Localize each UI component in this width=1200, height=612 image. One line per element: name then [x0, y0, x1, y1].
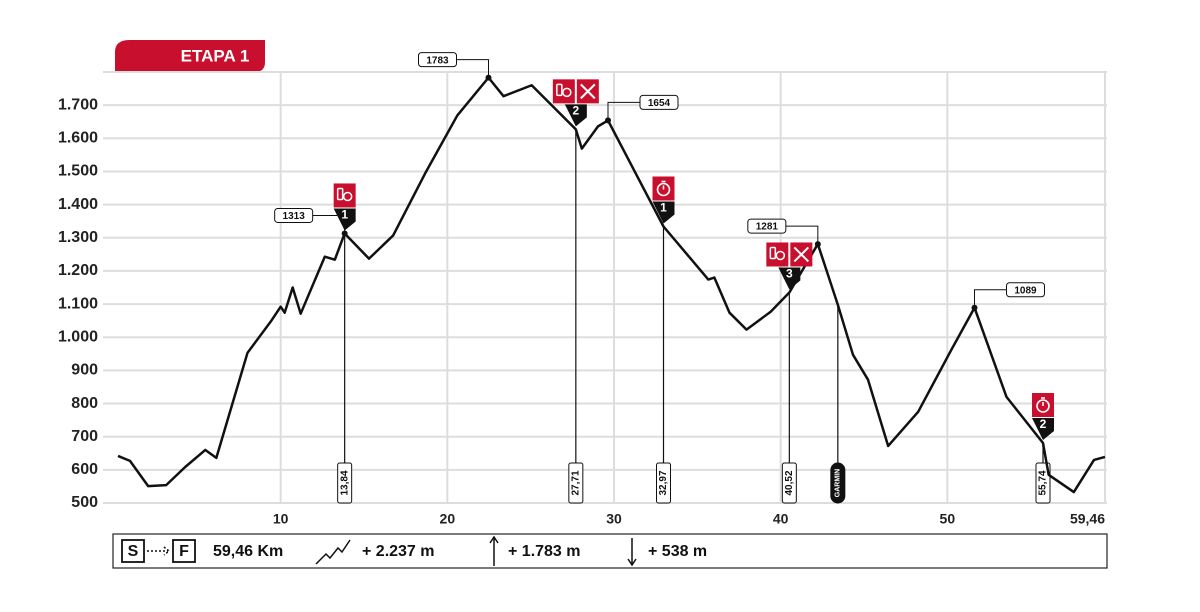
x-tick-label: 20	[440, 511, 456, 527]
y-tick-label: 1.400	[58, 196, 98, 213]
apple	[342, 191, 353, 202]
icon-bg	[766, 242, 789, 267]
timer	[1036, 399, 1050, 413]
station-pointer	[564, 104, 587, 127]
peak-box	[418, 52, 457, 68]
station-icon-timer	[1032, 392, 1054, 417]
station-icon-tools	[576, 79, 599, 104]
km-marker-label: 27,71	[570, 470, 581, 495]
station-number: 2	[1040, 417, 1047, 431]
peak-label: 1654	[648, 98, 671, 109]
bottle	[336, 187, 344, 201]
station-number: 1	[341, 208, 348, 222]
km-marker-box	[830, 462, 846, 504]
peak-leader	[974, 289, 1007, 308]
station-pointer	[333, 208, 356, 231]
station-icon-feed	[552, 79, 575, 104]
km-marker-label: 13,84	[339, 470, 350, 495]
timer-hand	[661, 180, 666, 190]
station-pointer	[652, 201, 675, 224]
gain: + 2.237 m	[362, 543, 435, 560]
elevation-line	[117, 76, 1106, 494]
up-icon	[489, 535, 499, 566]
x-tick-label: 30	[606, 511, 622, 527]
min-elevation: + 538 m	[648, 543, 707, 560]
x-tick-label: 50	[940, 511, 956, 527]
station-icon-feed	[766, 242, 789, 267]
station-number: 3	[786, 267, 793, 281]
peak-leader	[456, 59, 489, 78]
y-tick-label: 1.300	[58, 229, 98, 246]
plot: 500 600 700 800 900 1.000 1.100 1.200 1.300 1.400…	[58, 52, 1107, 527]
max-elevation: + 1.783 m	[508, 543, 581, 560]
down-icon	[627, 538, 637, 567]
tools	[580, 83, 596, 100]
timer	[656, 182, 671, 197]
km-marker-box	[337, 462, 353, 504]
y-tick-label: 500	[71, 494, 98, 511]
bottle	[556, 83, 563, 97]
start-box	[121, 539, 145, 563]
station-number: 1	[660, 201, 667, 215]
apple	[562, 87, 572, 98]
km-marker-box	[1035, 462, 1051, 504]
icon-bg	[552, 79, 575, 104]
y-tick-label: 1.700	[58, 96, 98, 113]
y-tick-label: 1.100	[58, 295, 98, 312]
apple	[775, 250, 786, 261]
km-marker-box	[568, 462, 584, 504]
distance: 59,46 Km	[213, 543, 283, 560]
peak-label: 1313	[283, 211, 306, 222]
y-tick-label: 800	[71, 395, 98, 412]
finish-box	[172, 539, 196, 563]
y-tick-label: 1.600	[58, 130, 98, 147]
start: S	[128, 543, 139, 560]
station-icon-timer	[652, 176, 675, 201]
timer-hand	[1041, 397, 1045, 406]
km-marker-box	[781, 462, 797, 504]
icon-bg	[333, 183, 356, 208]
arrow	[147, 546, 171, 556]
title-tab	[115, 40, 265, 72]
peak-label: 1783	[426, 55, 449, 66]
km-marker-box	[656, 462, 671, 504]
station-number: 2	[572, 104, 579, 118]
y-tick-label: 900	[71, 362, 98, 379]
peak-label: 1281	[756, 222, 779, 233]
footer-box	[112, 533, 1108, 569]
x-tick-label: 10	[273, 511, 289, 527]
km-marker-label: 55,74	[1038, 470, 1049, 495]
peak-leader	[607, 101, 640, 121]
peak-box	[274, 207, 314, 223]
km-marker-label: 32,97	[658, 470, 669, 495]
peak-box	[747, 218, 787, 234]
x-tick-label: 40	[773, 511, 789, 527]
peak-box	[639, 94, 679, 110]
peak-label: 1089	[1014, 285, 1037, 296]
title: ETAPA 1	[181, 46, 250, 65]
y-tick-label: 1.500	[58, 163, 98, 180]
station-icon-feed	[333, 183, 356, 208]
y-tick-label: 600	[71, 461, 98, 478]
finish: F	[179, 543, 189, 560]
peak-leader	[785, 225, 819, 245]
station-pointer	[778, 267, 801, 290]
bottle	[769, 246, 777, 260]
km-marker-label: 40,52	[784, 470, 795, 495]
gain-icon	[315, 539, 351, 565]
station-icon-tools	[790, 242, 813, 267]
station-pointer	[1032, 417, 1054, 440]
y-tick-label: 1.200	[58, 262, 98, 279]
y-tick-label: 1.000	[58, 328, 98, 345]
x-tick-label: 59,46	[1070, 511, 1105, 527]
tools	[793, 246, 810, 263]
km-marker-label: GARMIN	[835, 469, 842, 497]
y-tick-label: 700	[71, 428, 98, 445]
peak-box	[1006, 282, 1045, 298]
